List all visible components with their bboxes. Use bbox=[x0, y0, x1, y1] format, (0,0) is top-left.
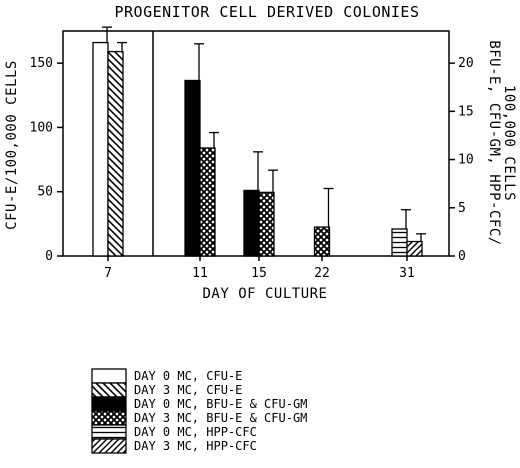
bar-day-3-mc-bfu-e-cfu-gm-day-11 bbox=[199, 147, 216, 257]
legend-swatch bbox=[91, 424, 127, 440]
right-tick-label: 0 bbox=[458, 249, 466, 264]
x-tick-label: 22 bbox=[314, 266, 330, 281]
bar-day-3-mc-bfu-e-cfu-gm-day-15 bbox=[258, 191, 275, 257]
x-tick-label: 31 bbox=[399, 266, 415, 281]
bar-day-0-mc-cfu-e-day-7 bbox=[92, 41, 109, 257]
left-tick-label: 50 bbox=[37, 185, 53, 200]
legend-label: DAY 3 MC, CFU-E bbox=[134, 383, 242, 397]
legend-label: DAY 0 MC, CFU-E bbox=[134, 369, 242, 383]
right-tick-label: 10 bbox=[458, 153, 474, 168]
bars bbox=[92, 26, 426, 257]
legend-swatch bbox=[91, 382, 127, 398]
legend-swatch bbox=[91, 410, 127, 426]
bar-day-3-mc-cfu-e-day-7 bbox=[107, 50, 124, 257]
right-axis-ticks: 0 5 10 15 20 bbox=[449, 56, 474, 264]
right-tick-label: 20 bbox=[458, 56, 474, 71]
legend-swatch bbox=[91, 368, 127, 384]
x-tick-label: 7 bbox=[104, 266, 112, 281]
legend-label: DAY 0 MC, BFU-E & CFU-GM bbox=[134, 397, 307, 411]
bar-day-0-mc-bfu-e-cfu-gm-day-15 bbox=[243, 189, 260, 257]
bar-day-3-mc-bfu-e-cfu-gm-day-22 bbox=[313, 226, 331, 257]
x-axis-label: DAY OF CULTURE bbox=[202, 286, 327, 302]
y-axis-left-label: CFU-E/100,000 CELLS bbox=[4, 60, 20, 230]
x-axis-ticks: 7 11 15 22 31 bbox=[104, 256, 415, 281]
right-tick-label: 15 bbox=[458, 104, 474, 119]
left-tick-label: 100 bbox=[30, 120, 53, 135]
legend-label: DAY 3 MC, HPP-CFC bbox=[134, 439, 257, 453]
left-tick-label: 0 bbox=[45, 249, 53, 264]
legend-swatch bbox=[91, 396, 127, 412]
x-tick-label: 11 bbox=[192, 266, 208, 281]
y-axis-right-label-line1: BFU-E, CFU-GM, HPP-CFC/ bbox=[486, 40, 502, 245]
y-axis-right-label-line2: 100,000 CELLS bbox=[501, 85, 517, 201]
right-tick-label: 5 bbox=[458, 201, 466, 216]
legend-label: DAY 3 MC, BFU-E & CFU-GM bbox=[134, 411, 307, 425]
left-tick-label: 150 bbox=[30, 56, 53, 71]
bar-day-0-mc-bfu-e-cfu-gm-day-11 bbox=[184, 79, 201, 257]
chart-title: PROGENITOR CELL DERIVED COLONIES bbox=[115, 3, 420, 21]
bar-day-3-mc-hpp-cfc-day-31 bbox=[406, 240, 423, 257]
x-tick-label: 15 bbox=[251, 266, 267, 281]
bar-day-0-mc-hpp-cfc-day-31 bbox=[391, 228, 408, 257]
legend-swatch bbox=[91, 438, 127, 454]
left-axis-ticks: 0 50 100 150 bbox=[30, 56, 63, 264]
legend-label: DAY 0 MC, HPP-CFC bbox=[134, 425, 257, 439]
